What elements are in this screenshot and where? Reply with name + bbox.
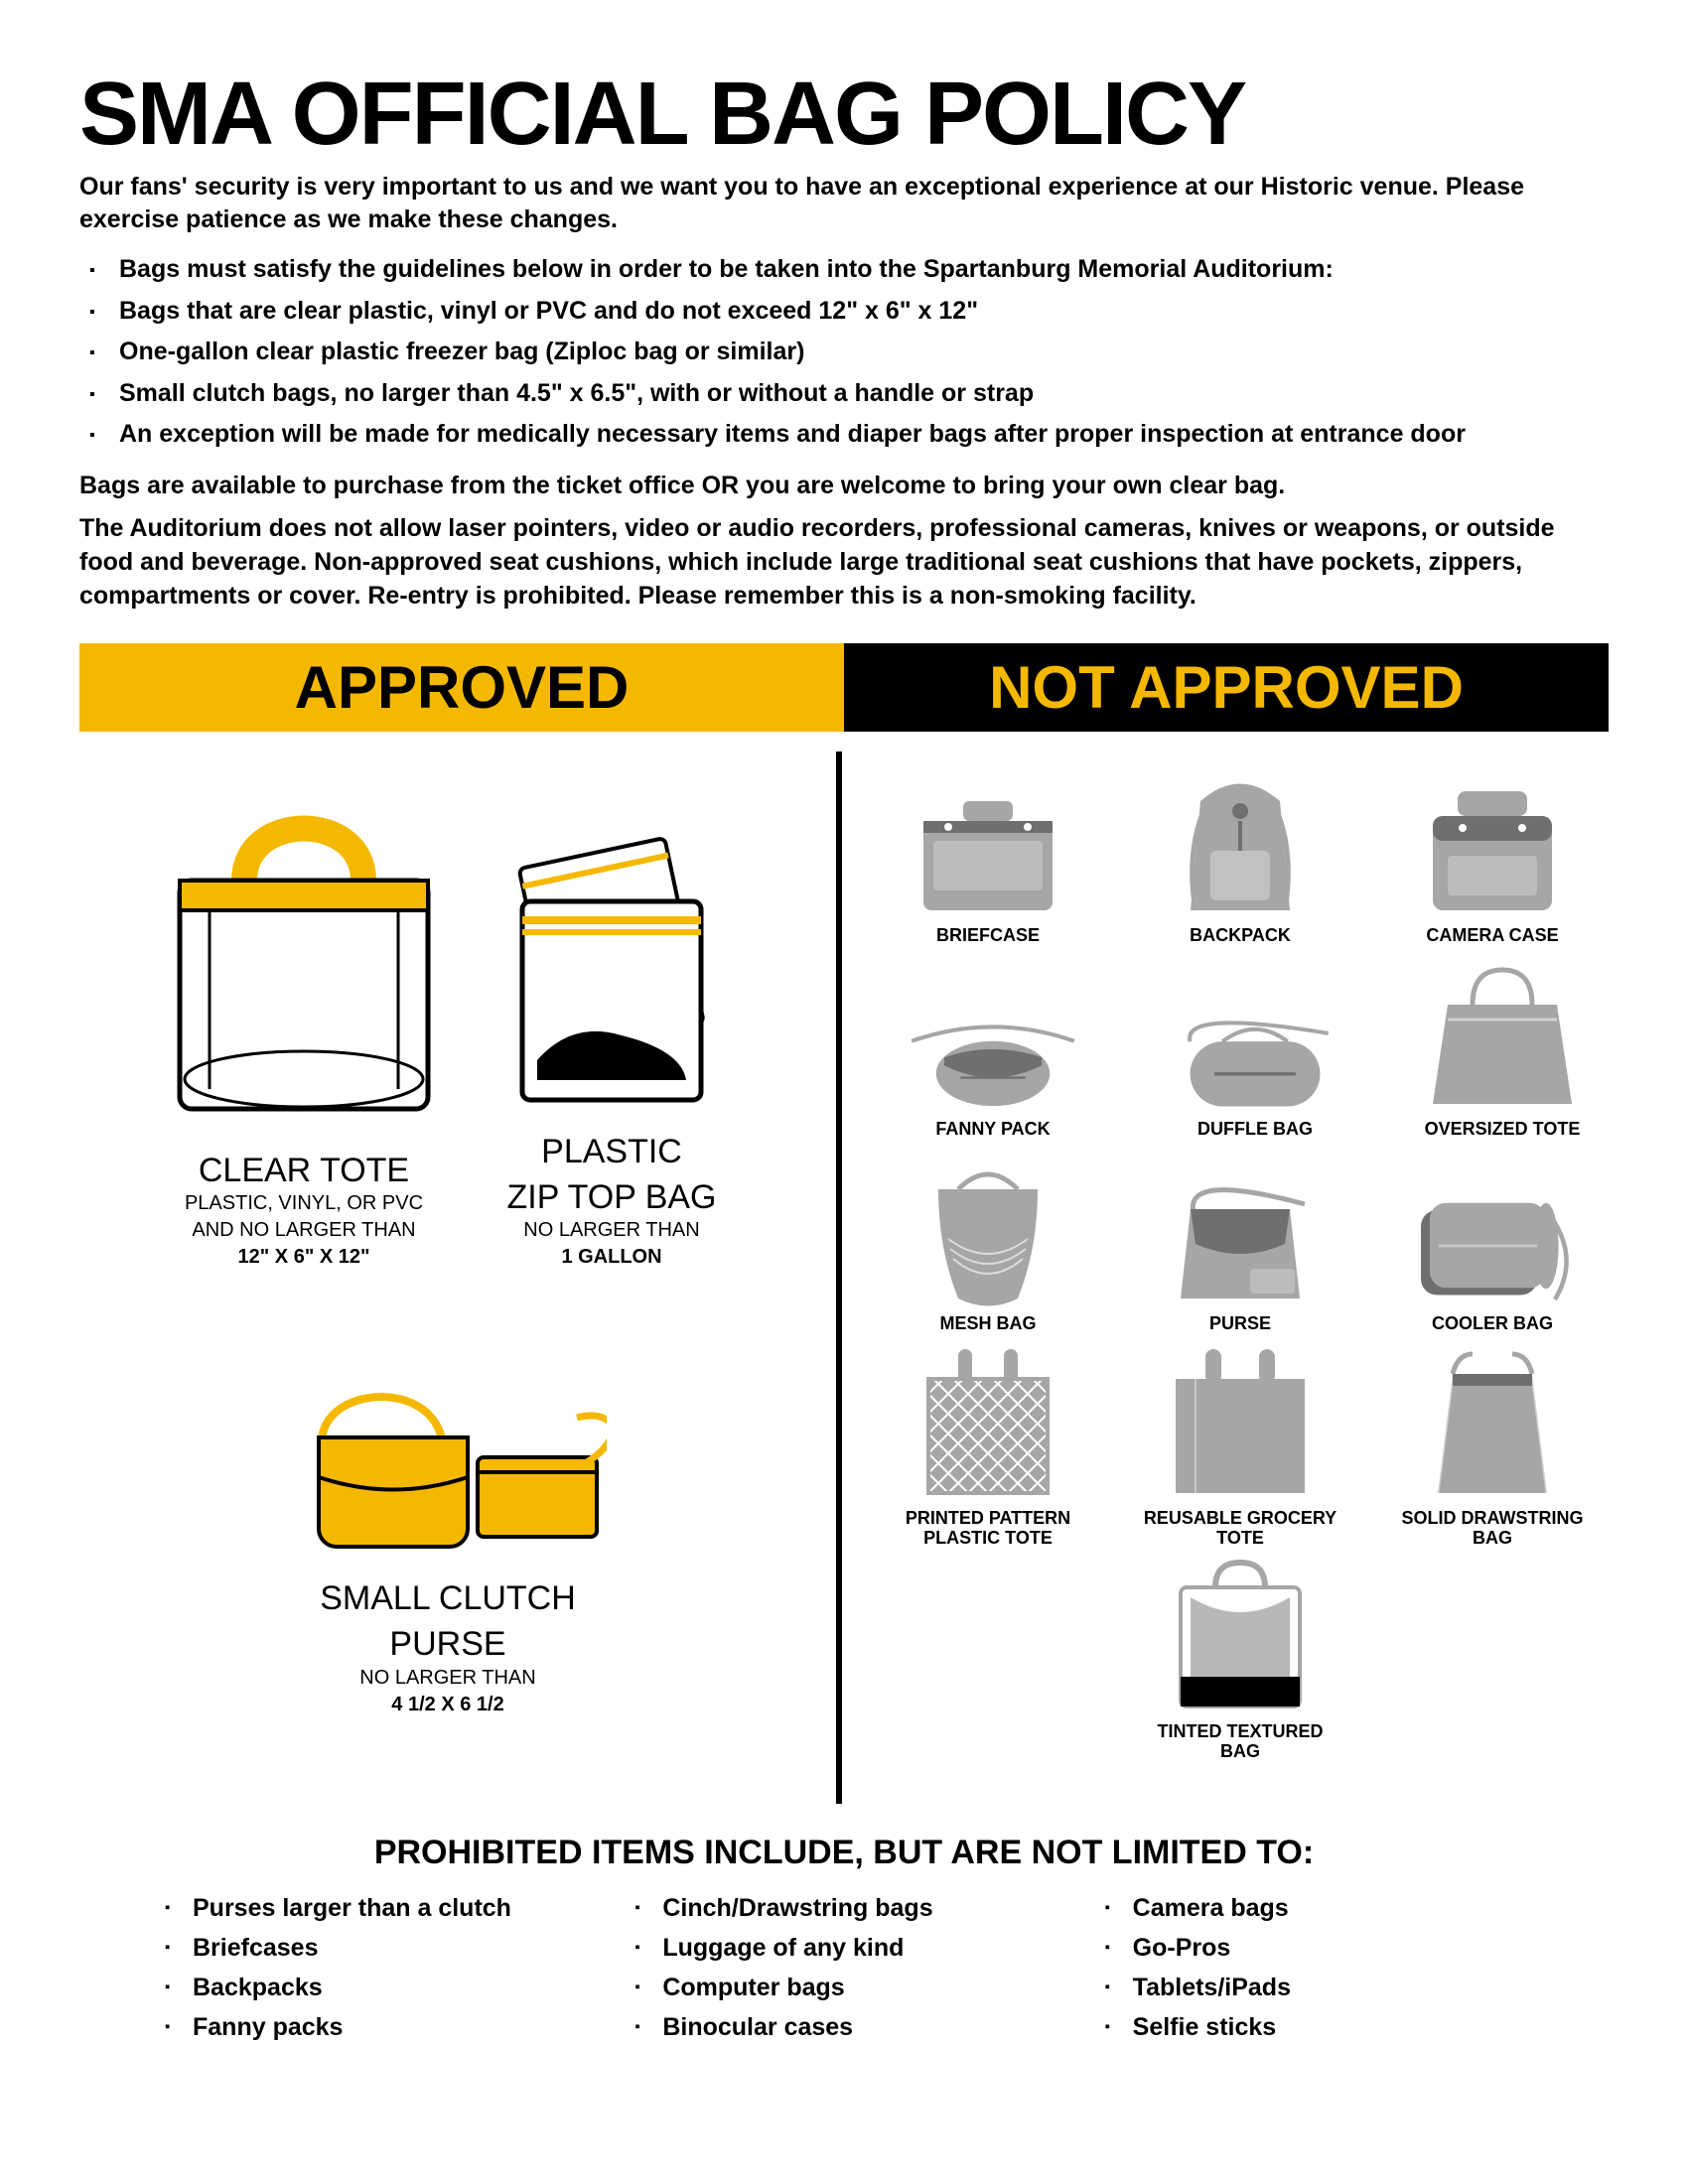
purse-icon (1151, 1150, 1330, 1308)
clutch-size: 4 1/2 X 6 1/2 (269, 1694, 627, 1716)
na-pattern-tote: PRINTED PATTERN PLASTIC TOTE (884, 1354, 1092, 1549)
prohibited-item: Fanny packs (159, 2007, 589, 2047)
na-camera-case: CAMERA CASE (1388, 771, 1597, 946)
na-briefcase: BRIEFCASE (884, 771, 1092, 946)
prohibited-title: PROHIBITED ITEMS INCLUDE, BUT ARE NOT LI… (79, 1834, 1609, 1872)
rule-item: Bags must satisfy the guidelines below i… (79, 251, 1609, 289)
clutch-title2: PURSE (269, 1627, 627, 1663)
not-approved-grid: BRIEFCASE BACKPACK (872, 771, 1609, 1763)
zip-bag-block: PLASTIC ZIP TOP BAG NO LARGER THAN 1 GAL… (483, 822, 741, 1269)
mesh-icon (899, 1150, 1077, 1308)
rule-item: An exception will be made for medically … (79, 416, 1609, 454)
na-label: TINTED TEXTURED BAG (1136, 1722, 1344, 1762)
na-fanny-pack: FANNY PACK (874, 965, 1112, 1140)
na-label: REUSABLE GROCERY TOTE (1136, 1509, 1344, 1549)
grocery-icon (1151, 1334, 1330, 1503)
na-label: PRINTED PATTERN PLASTIC TOTE (884, 1509, 1092, 1549)
clear-tote-title: CLEAR TOTE (155, 1154, 453, 1189)
na-drawstring: SOLID DRAWSTRING BAG (1388, 1354, 1597, 1549)
camera-case-icon (1403, 771, 1582, 920)
prohibited-col-2: Cinch/Drawstring bags Luggage of any kin… (629, 1888, 1058, 2047)
fanny-pack-icon (904, 1009, 1082, 1114)
briefcase-icon (899, 771, 1077, 920)
prohibited-item: Briefcases (159, 1928, 589, 1968)
paragraph-prohibited: The Auditorium does not allow laser poin… (79, 512, 1609, 613)
na-purse: PURSE (1136, 1160, 1344, 1334)
na-oversized-tote: OVERSIZED TOTE (1398, 965, 1607, 1140)
na-label: BRIEFCASE (884, 926, 1092, 946)
prohibited-item: Go-Pros (1099, 1928, 1529, 1968)
na-label: BACKPACK (1136, 926, 1344, 946)
na-mesh: MESH BAG (884, 1160, 1092, 1334)
not-approved-column: BRIEFCASE BACKPACK (836, 751, 1609, 1804)
prohibited-item: Camera bags (1099, 1888, 1529, 1928)
zip-bag-title1: PLASTIC (483, 1135, 741, 1170)
rule-item: One-gallon clear plastic freezer bag (Zi… (79, 334, 1609, 371)
approved-column: CLEAR TOTE PLASTIC, VINYL, OR PVC AND NO… (79, 751, 836, 1804)
zip-bag-icon (483, 822, 741, 1120)
clutch-sub: NO LARGER THAN (269, 1667, 627, 1690)
banner-row: APPROVED NOT APPROVED (79, 643, 1609, 732)
main-columns: CLEAR TOTE PLASTIC, VINYL, OR PVC AND NO… (79, 751, 1609, 1804)
na-label: MESH BAG (884, 1314, 1092, 1334)
tinted-icon (1151, 1548, 1330, 1716)
zip-bag-title2: ZIP TOP BAG (483, 1180, 741, 1216)
clear-tote-sub2: AND NO LARGER THAN (155, 1219, 453, 1242)
clear-tote-icon (155, 781, 453, 1139)
intro-text: Our fans' security is very important to … (79, 171, 1609, 235)
clutch-title1: SMALL CLUTCH (269, 1581, 627, 1617)
clear-tote-size: 12" X 6" X 12" (155, 1246, 453, 1269)
page-title: SMA OFFICIAL BAG POLICY (79, 69, 1609, 159)
clutch-block: SMALL CLUTCH PURSE NO LARGER THAN 4 1/2 … (269, 1348, 627, 1715)
backpack-icon (1151, 761, 1330, 920)
na-cooler: COOLER BAG (1388, 1160, 1597, 1334)
prohibited-item: Tablets/iPads (1099, 1968, 1529, 2007)
prohibited-item: Cinch/Drawstring bags (629, 1888, 1058, 1928)
prohibited-col-1: Purses larger than a clutch Briefcases B… (159, 1888, 589, 2047)
na-grocery: REUSABLE GROCERY TOTE (1136, 1354, 1344, 1549)
tote-icon (1413, 955, 1592, 1114)
duffle-icon (1166, 993, 1344, 1115)
prohibited-item: Computer bags (629, 1968, 1058, 2007)
prohibited-item: Purses larger than a clutch (159, 1888, 589, 1928)
na-duffle: DUFFLE BAG (1136, 965, 1374, 1140)
zip-bag-size: 1 GALLON (483, 1246, 741, 1269)
rule-item: Small clutch bags, no larger than 4.5" x… (79, 375, 1609, 413)
approved-banner: APPROVED (79, 643, 844, 732)
drawstring-icon (1403, 1334, 1582, 1503)
na-label: PURSE (1136, 1314, 1344, 1334)
na-label: FANNY PACK (874, 1120, 1112, 1140)
zip-bag-sub: NO LARGER THAN (483, 1219, 741, 1242)
clear-tote-sub1: PLASTIC, VINYL, OR PVC (155, 1192, 453, 1215)
na-label: OVERSIZED TOTE (1398, 1120, 1607, 1140)
rules-list: Bags must satisfy the guidelines below i… (79, 251, 1609, 454)
na-label: DUFFLE BAG (1136, 1120, 1374, 1140)
prohibited-item: Binocular cases (629, 2007, 1058, 2047)
na-label: SOLID DRAWSTRING BAG (1388, 1509, 1597, 1549)
na-label: COOLER BAG (1388, 1314, 1597, 1334)
prohibited-item: Luggage of any kind (629, 1928, 1058, 1968)
prohibited-col-3: Camera bags Go-Pros Tablets/iPads Selfie… (1099, 1888, 1529, 2047)
pattern-tote-icon (899, 1334, 1077, 1503)
not-approved-banner: NOT APPROVED (844, 643, 1609, 732)
clear-tote-block: CLEAR TOTE PLASTIC, VINYL, OR PVC AND NO… (155, 781, 453, 1270)
prohibited-item: Backpacks (159, 1968, 589, 2007)
prohibited-columns: Purses larger than a clutch Briefcases B… (79, 1888, 1609, 2047)
na-tinted: TINTED TEXTURED BAG (1136, 1568, 1344, 1762)
paragraph-purchase: Bags are available to purchase from the … (79, 470, 1609, 503)
clutch-icon (289, 1348, 607, 1567)
na-label: CAMERA CASE (1388, 926, 1597, 946)
rule-item: Bags that are clear plastic, vinyl or PV… (79, 293, 1609, 331)
na-backpack: BACKPACK (1136, 771, 1344, 946)
cooler-icon (1403, 1165, 1582, 1308)
prohibited-item: Selfie sticks (1099, 2007, 1529, 2047)
